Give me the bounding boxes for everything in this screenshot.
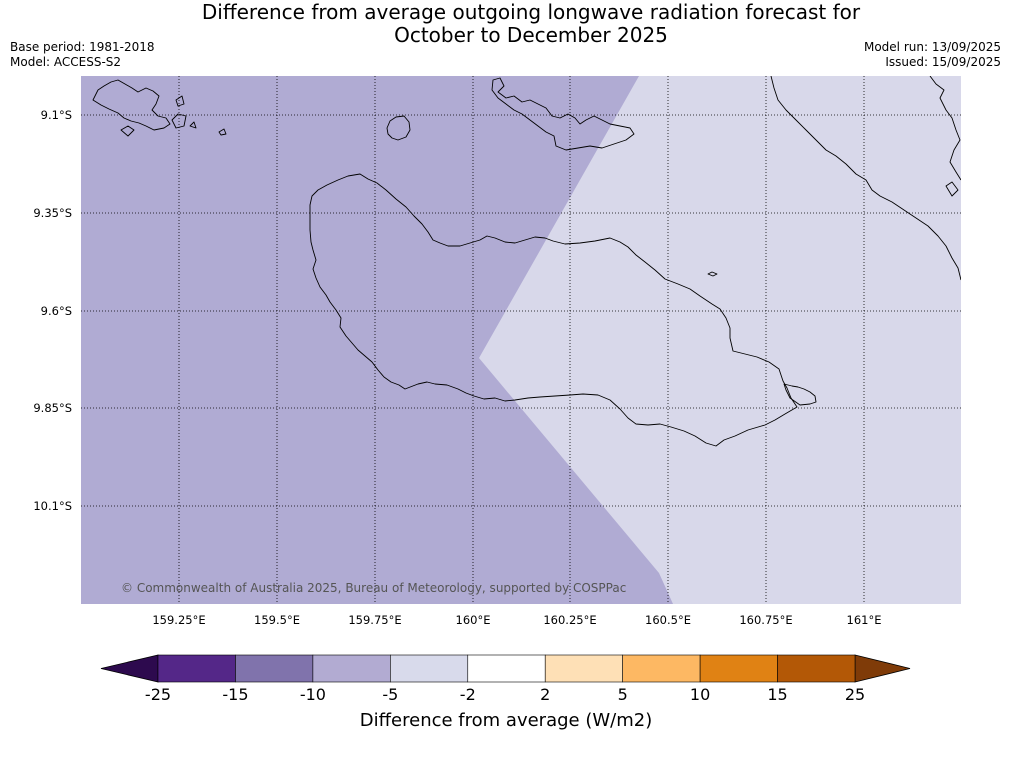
lat-label-9.85: 9.85°S — [33, 401, 72, 415]
lon-label-161: 161°E — [847, 613, 882, 627]
lat-label-10.1: 10.1°S — [33, 499, 72, 513]
gridlines — [81, 76, 961, 604]
colorbar-tick-label: 15 — [767, 685, 787, 704]
coastline-florida-small-1 — [120, 125, 135, 137]
lat-label-9.6: 9.6°S — [41, 304, 72, 318]
colorbar-bin — [312, 654, 391, 683]
meta-right: Model run: 13/09/2025 Issued: 15/09/2025 — [864, 40, 1001, 70]
colorbar-tick-label: -2 — [460, 685, 476, 704]
model-run-text: Model run: 13/09/2025 — [863, 40, 1001, 54]
colorbar-tick-label: 10 — [690, 685, 710, 704]
title-line-1: Difference from average outgoing longwav… — [201, 0, 861, 24]
coastline-guadalcanal — [309, 173, 798, 447]
colorbar-tick-label: -10 — [300, 685, 326, 704]
colorbar-tick-label: 5 — [618, 685, 628, 704]
coastline-florida-small-3 — [175, 95, 185, 107]
lat-label-9.1: 9.1°S — [41, 108, 72, 122]
copyright-text: © Commonwealth of Australia 2025, Bureau… — [121, 581, 626, 595]
coastlines — [92, 76, 961, 447]
colorbar-label: Difference from average (W/m2) — [360, 710, 652, 731]
lat-tick-labels: 9.1°S 9.35°S 9.6°S 9.85°S 10.1°S — [33, 108, 72, 513]
coastline-florida-small-4 — [218, 128, 227, 136]
coastline-malaita-sw — [491, 77, 635, 151]
base-period-text: Base period: 1981-2018 — [10, 40, 155, 54]
coastline-islet — [707, 271, 718, 277]
colorbar-bin — [235, 654, 314, 683]
coastline-small-east — [945, 181, 959, 197]
colorbar-bin — [699, 654, 778, 683]
colorbar-tick-label: -5 — [382, 685, 398, 704]
lon-label-160: 160°E — [456, 613, 491, 627]
meta-left: Base period: 1981-2018 Model: ACCESS-S2 — [10, 40, 155, 70]
lon-tick-labels: 159.25°E 159.5°E 159.75°E 160°E 160.25°E… — [152, 613, 881, 627]
colorbar-low-extend — [100, 654, 159, 683]
colorbar: -25 -15 -10 -5 -2 2 5 10 15 25 Difference from av… — [100, 654, 911, 731]
colorbar-tick-labels: -25 -15 -10 -5 -2 2 5 10 15 25 — [145, 685, 865, 704]
lon-label-159.5: 159.5°E — [254, 613, 300, 627]
map-title: Difference from average outgoing longwav… — [0, 1, 1011, 47]
colorbar-tick-label: -15 — [222, 685, 248, 704]
colorbar-bin — [467, 654, 546, 683]
coastline-malaita-coast — [770, 76, 961, 281]
lat-label-9.35: 9.35°S — [33, 206, 72, 220]
coastline-florida-small-5 — [189, 121, 197, 129]
coastline-florida-islands — [92, 79, 171, 131]
colorbar-high-extend — [854, 654, 911, 683]
lon-label-159.25: 159.25°E — [152, 613, 205, 627]
colorbar-bins — [157, 654, 856, 683]
colorbar-tick-label: 25 — [845, 685, 865, 704]
lon-label-160.75: 160.75°E — [739, 613, 792, 627]
lon-label-159.75: 159.75°E — [348, 613, 401, 627]
lon-label-160.5: 160.5°E — [645, 613, 691, 627]
coastline-savo-island — [386, 115, 411, 141]
colorbar-bin — [622, 654, 701, 683]
lon-label-160.25: 160.25°E — [543, 613, 596, 627]
coastline-east-cape — [783, 383, 817, 406]
colorbar-tick-label: 2 — [540, 685, 550, 704]
coastline-malaita-north — [929, 76, 961, 181]
title-line-2: October to December 2025 — [394, 23, 668, 47]
colorbar-bin — [390, 654, 469, 683]
colorbar-bin — [544, 654, 623, 683]
model-text: Model: ACCESS-S2 — [10, 55, 122, 69]
colorbar-bin — [777, 654, 856, 683]
issued-text: Issued: 15/09/2025 — [885, 55, 1001, 69]
region-moderate-negative-anomaly — [81, 76, 673, 604]
colorbar-tick-label: -25 — [145, 685, 171, 704]
map-panel: © Commonwealth of Australia 2025, Bureau… — [81, 76, 961, 604]
colorbar-bin — [157, 654, 236, 683]
